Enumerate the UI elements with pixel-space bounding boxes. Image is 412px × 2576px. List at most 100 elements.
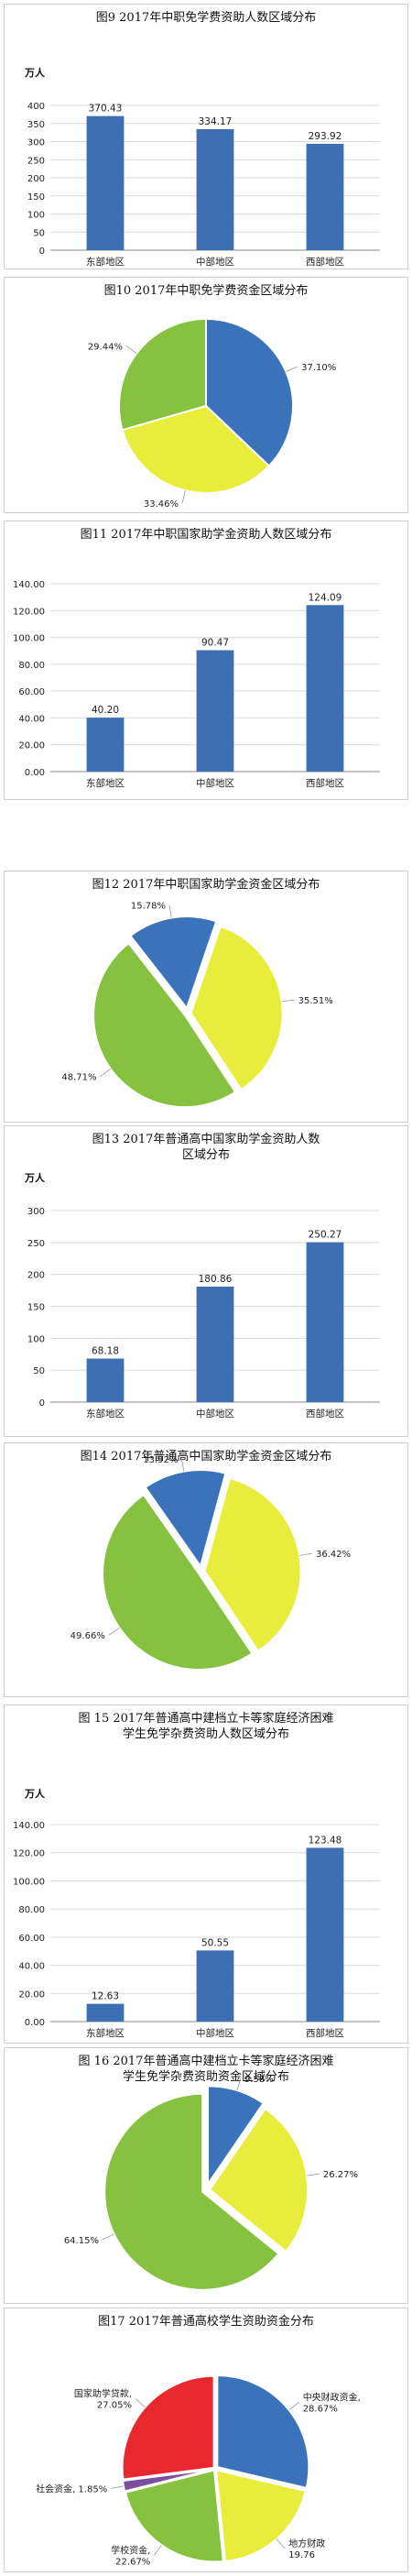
- data-label: 123.48: [309, 1835, 342, 1846]
- bar: [196, 129, 234, 250]
- bar: [86, 2003, 125, 2022]
- figure-panel: 图13 2017年普通高中国家助学金资助人数 区域分布 万人 0 50 100 150 20…: [4, 1125, 408, 1437]
- leader-line: [181, 1458, 185, 1472]
- pie-slice: [102, 1493, 254, 1671]
- leader-line: [306, 2173, 320, 2176]
- y-tick-label: 60.00: [18, 687, 45, 697]
- pie-slice: [92, 941, 237, 1109]
- y-tick-label: 300: [27, 1207, 45, 1217]
- leader-line: [276, 2538, 286, 2549]
- pie-slice: [215, 2469, 307, 2562]
- slice-label: 48.71%: [61, 1073, 96, 1083]
- leader-line: [286, 366, 298, 372]
- slice-label: 国家助学贷款, 27.05%: [74, 2388, 132, 2411]
- data-label: 50.55: [201, 1937, 229, 1948]
- y-tick-label: 50: [33, 228, 45, 238]
- figure-title: 图12 2017年中职国家助学金资金区域分布: [92, 878, 320, 892]
- y-tick-label: 100: [27, 211, 45, 221]
- pie-slice: [203, 1476, 302, 1653]
- slice-label: 26.27%: [323, 2170, 358, 2180]
- data-label: 180.86: [199, 1274, 233, 1285]
- data-label: 12.63: [92, 1991, 119, 2002]
- slice-label: 15.78%: [131, 902, 166, 912]
- figure-panel: 图 15 2017年普通高中建档立卡等家庭经济困难 学生免学杂费资助人数区域分布…: [4, 1705, 408, 2044]
- leader-line: [181, 490, 186, 503]
- pie-slice: [208, 2107, 309, 2253]
- chart-svg: 0.00 20.00 40.00 60.00 80.00 100.00 120.00 140.…: [13, 1821, 380, 2039]
- bar: [196, 1287, 234, 1402]
- pie-slice: [216, 2374, 310, 2490]
- slice-label: 64.15%: [64, 2236, 99, 2246]
- y-tick-label: 0.00: [25, 2018, 45, 2028]
- x-tick-label: 西部地区: [306, 1408, 344, 1420]
- chart-svg: 0 50 100 150 200 250 300 350 400 370.43 东部地区 334.17…: [27, 102, 380, 268]
- figure-title: 图17 2017年普通高校学生资助资金分布: [98, 2315, 314, 2329]
- leader-line: [288, 2402, 299, 2411]
- figure-title: 图 16 2017年普通高中建档立卡等家庭经济困难 学生免学杂费资助资金区域分布: [78, 2055, 334, 2084]
- slice-label: 37.10%: [301, 363, 336, 373]
- x-tick-label: 中部地区: [196, 1408, 234, 1420]
- data-label: 250.27: [309, 1230, 342, 1241]
- chart-svg: 中央财政资金, 28.67% 地方财政 19.76 学校资金, 22.67% 社会资金, 1…: [36, 2374, 361, 2568]
- bar: [306, 605, 344, 772]
- bar: [196, 650, 234, 772]
- slice-label: 社会资金, 1.85%: [36, 2483, 107, 2495]
- pie-slice: [190, 925, 284, 1091]
- figure-panel: 图11 2017年中职国家助学金资助人数区域分布 0.00 20.00 40.00 60…: [4, 521, 408, 800]
- x-tick-label: 东部地区: [86, 1408, 125, 1420]
- bar: [306, 1847, 344, 2022]
- y-tick-label: 140.00: [13, 580, 45, 590]
- x-tick-label: 东部地区: [86, 2027, 125, 2039]
- y-tick-label: 100.00: [13, 1877, 45, 1887]
- leader-line: [299, 1552, 313, 1556]
- figure-panel: 图17 2017年普通高校学生资助资金分布中央财政资金, 28.67% 地方财政 19…: [4, 2307, 408, 2572]
- y-tick-label: 50: [33, 1366, 45, 1376]
- bar: [306, 143, 344, 250]
- pie-slice: [121, 2468, 214, 2493]
- x-tick-label: 中部地区: [196, 777, 234, 789]
- x-tick-label: 西部地区: [306, 2027, 344, 2039]
- leader-line: [111, 2485, 125, 2489]
- chart-svg: 13.92% 36.42% 49.66%: [70, 1455, 351, 1671]
- unit-label: 万人: [25, 67, 45, 79]
- data-label: 40.20: [92, 705, 119, 716]
- figure-title: 图9 2017年中职免学费资助人数区域分布: [95, 11, 317, 25]
- y-tick-label: 250: [27, 1239, 45, 1249]
- leader-line: [125, 345, 137, 355]
- leader-line: [100, 1069, 112, 1077]
- y-tick-label: 20.00: [18, 1990, 45, 2000]
- y-tick-label: 140.00: [13, 1821, 45, 1831]
- data-label: 334.17: [199, 116, 233, 127]
- slice-label: 49.66%: [70, 1631, 105, 1641]
- x-tick-label: 西部地区: [306, 256, 344, 268]
- y-tick-label: 40.00: [18, 714, 45, 724]
- slice-label: 35.51%: [298, 996, 333, 1006]
- chart-svg: 0 50 100 150 200 250 300 68.18 东部地区 180.86 中部地区 250…: [27, 1207, 380, 1420]
- figure-title: 图11 2017年中职国家助学金资助人数区域分布: [80, 528, 332, 542]
- y-tick-label: 250: [27, 156, 45, 166]
- slice-label: 29.44%: [88, 342, 123, 352]
- data-label: 370.43: [89, 104, 123, 115]
- chart-svg: 37.10% 33.46% 29.44%: [88, 317, 336, 510]
- data-label: 68.18: [92, 1346, 119, 1357]
- figure-panel: 图12 2017年中职国家助学金资金区域分布 15.78% 35.51% 48.71%: [4, 871, 408, 1123]
- pie-slice: [121, 2374, 215, 2481]
- figure-panel: 图14 2017年普通高中国家助学金资金区域分布 13.92% 36.42% 49.6…: [4, 1442, 408, 1697]
- bar: [86, 1358, 125, 1402]
- x-tick-label: 东部地区: [86, 256, 125, 268]
- y-tick-label: 400: [27, 102, 45, 112]
- y-tick-label: 300: [27, 138, 45, 148]
- y-tick-label: 120.00: [13, 1849, 45, 1859]
- y-tick-label: 80.00: [18, 661, 45, 671]
- pie-slice: [121, 404, 271, 494]
- data-label: 90.47: [201, 638, 229, 649]
- pie-slice: [129, 915, 218, 1011]
- y-tick-label: 150: [27, 1303, 45, 1313]
- leader-line: [102, 2233, 114, 2241]
- y-tick-label: 350: [27, 120, 45, 130]
- slice-label: 36.42%: [316, 1550, 351, 1560]
- slice-label: 中央财政资金, 28.67%: [303, 2391, 361, 2414]
- unit-label: 万人: [25, 1172, 45, 1184]
- leader-line: [281, 999, 295, 1003]
- slice-label: 地方财政 19.76: [288, 2538, 325, 2560]
